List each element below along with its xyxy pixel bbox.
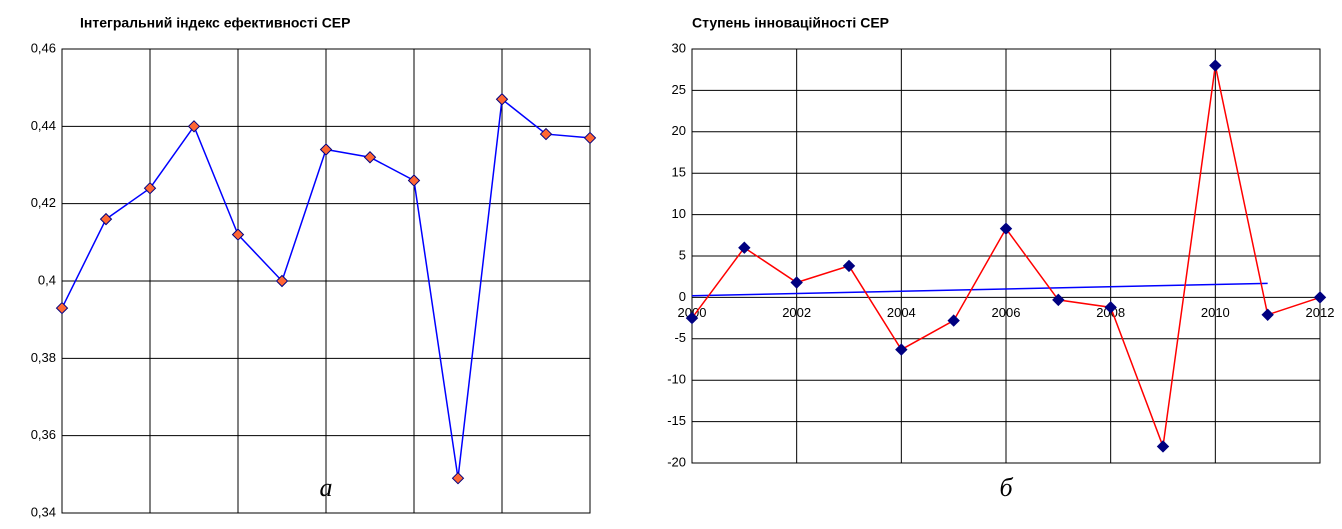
- y-tick-label: 0,38: [31, 350, 56, 365]
- marker: [363, 151, 377, 164]
- y-tick-label: -20: [667, 454, 686, 469]
- marker: [99, 212, 113, 226]
- y-tick-label: 25: [672, 82, 686, 97]
- y-tick-label: -5: [674, 330, 686, 345]
- marker: [895, 343, 908, 356]
- marker: [319, 143, 333, 156]
- marker: [143, 181, 157, 195]
- y-tick-label: 30: [672, 40, 686, 55]
- x-tick-label: 2006: [992, 305, 1021, 320]
- y-tick-label: 0,46: [31, 40, 56, 55]
- y-tick-label: 0,36: [31, 427, 56, 442]
- marker: [842, 259, 856, 273]
- marker: [947, 314, 960, 327]
- chart-title: Інтегральний індекс ефективності СЕР: [80, 15, 350, 31]
- x-tick-label: 2002: [782, 305, 811, 320]
- marker: [187, 120, 201, 133]
- x-tick-label: 2004: [887, 305, 916, 320]
- y-tick-label: 0,44: [31, 118, 56, 133]
- marker: [583, 131, 597, 145]
- y-tick-label: -15: [667, 413, 686, 428]
- y-tick-label: 5: [679, 247, 686, 262]
- marker: [407, 174, 421, 187]
- marker: [451, 471, 465, 485]
- marker: [1104, 301, 1117, 314]
- y-tick-label: 0,42: [31, 195, 56, 210]
- chart-title: Ступень інноваційності СЕР: [692, 15, 889, 31]
- marker: [55, 301, 69, 315]
- y-tick-label: 0,34: [31, 504, 56, 519]
- y-tick-label: 0: [679, 289, 686, 304]
- marker: [1209, 59, 1222, 72]
- caption: б: [999, 473, 1013, 502]
- marker: [738, 241, 751, 254]
- marker: [1156, 440, 1170, 453]
- y-tick-label: 15: [672, 165, 686, 180]
- marker: [495, 93, 509, 106]
- marker: [539, 127, 553, 141]
- marker: [231, 228, 245, 241]
- marker: [1313, 291, 1327, 304]
- trend-line: [691, 282, 1268, 297]
- marker: [790, 276, 803, 289]
- y-tick-label: -10: [667, 372, 686, 387]
- y-tick-label: 0,4: [38, 272, 56, 287]
- marker: [999, 222, 1013, 235]
- x-tick-label: 2012: [1306, 305, 1335, 320]
- marker: [685, 311, 699, 325]
- x-tick-label: 2010: [1201, 305, 1230, 320]
- marker: [1052, 293, 1065, 307]
- y-tick-label: 10: [672, 206, 686, 221]
- marker: [275, 274, 289, 288]
- y-tick-label: 20: [672, 123, 686, 138]
- marker: [1261, 308, 1274, 321]
